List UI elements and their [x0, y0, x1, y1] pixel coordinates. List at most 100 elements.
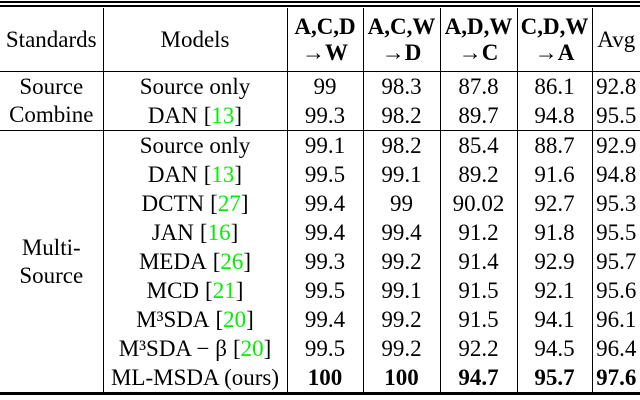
citation-link[interactable]: [21] [205, 278, 243, 303]
model-name-cell: M³SDA [20] [103, 305, 288, 334]
accuracy-cell: 99.4 [363, 218, 441, 247]
accuracy-cell: 98.2 [363, 101, 441, 131]
standards-label-line1: Source [19, 74, 84, 99]
accuracy-cell: 89.2 [440, 160, 518, 189]
model-name-cell: JAN [16] [103, 218, 288, 247]
accuracy-cell: 99.3 [287, 101, 364, 131]
accuracy-cell: 99.1 [287, 130, 364, 160]
accuracy-cell: 86.1 [517, 71, 593, 101]
model-name: Source only [139, 73, 251, 99]
avg-accuracy-cell: 97.6 [596, 364, 637, 390]
transfer-column-header-acw-d: A,C,W →D [363, 8, 441, 72]
citation-number[interactable]: 20 [240, 335, 264, 361]
citation-open-bracket: [ [215, 306, 224, 332]
citation-open-bracket: [ [232, 335, 241, 361]
model-name-cell: MEDA [26] [103, 247, 288, 276]
accuracy-cell: 91.8 [517, 218, 593, 247]
citation-link[interactable]: [13] [204, 162, 242, 187]
accuracy-cell: 99.4 [287, 189, 364, 218]
accuracy-cell: 98.3 [363, 71, 441, 101]
citation-open-bracket: [ [212, 248, 221, 274]
accuracy-cell: 99.2 [363, 305, 441, 334]
model-name-cell: MCD [21] [103, 276, 288, 305]
avg-accuracy-cell: 96.4 [596, 335, 637, 361]
citation-close-bracket: ] [234, 102, 243, 128]
accuracy-cell: 99.1 [363, 276, 441, 305]
accuracy-cell: 94.8 [517, 101, 593, 131]
model-name-cell: M³SDA − β [20] [103, 334, 288, 363]
citation-close-bracket: ] [235, 277, 244, 303]
table-row: MEDA [26] 99.3 99.2 91.4 92.9 95.7 [0, 247, 640, 276]
citation-link[interactable]: [20] [216, 307, 254, 332]
accuracy-cell: 92.1 [517, 276, 593, 305]
avg-accuracy-cell: 95.7 [596, 248, 637, 274]
table-body: Standards Models A,C,D →W A,C,W →D A,D,W… [0, 8, 640, 394]
citation-number[interactable]: 16 [207, 219, 231, 245]
standards-label-line2: Combine [9, 102, 94, 127]
citation-open-bracket: [ [199, 219, 208, 245]
citation-number[interactable]: 26 [220, 248, 244, 274]
citation-open-bracket: [ [210, 190, 218, 216]
accuracy-cell: 100 [287, 363, 364, 394]
citation-close-bracket: ] [230, 219, 239, 245]
standards-label-line1: Multi- [21, 234, 81, 260]
citation-link[interactable]: [16] [200, 220, 238, 245]
citation-link[interactable]: [26] [213, 249, 251, 274]
avg-accuracy-cell: 95.5 [592, 101, 640, 131]
avg-accuracy-cell: 92.8 [596, 73, 637, 99]
accuracy-cell: 95.7 [517, 363, 593, 394]
citation-number[interactable]: 13 [211, 102, 235, 128]
accuracy-cell: 91.5 [440, 305, 518, 334]
citation-close-bracket: ] [263, 335, 272, 361]
table-row: M³SDA − β [20] 99.5 99.2 92.2 94.5 96.4 [0, 334, 640, 363]
accuracy-cell: 99.5 [287, 160, 364, 189]
citation-open-bracket: [ [205, 277, 213, 303]
transfer-sources: C,D,W [520, 13, 589, 39]
citation-close-bracket: ] [243, 248, 252, 274]
citation-link[interactable]: [27] [210, 191, 248, 216]
standards-group-label: Multi- Source [0, 130, 104, 394]
transfer-sources: A,C,D [294, 13, 356, 39]
table-row: JAN [16] 99.4 99.4 91.2 91.8 95.5 [0, 218, 640, 247]
accuracy-cell: 94.1 [517, 305, 593, 334]
table-header-row: Standards Models A,C,D →W A,C,W →D A,D,W… [0, 8, 640, 72]
avg-column-header: Avg [592, 8, 640, 72]
accuracy-cell: 100 [363, 363, 441, 394]
accuracy-cell: 90.02 [440, 189, 518, 218]
model-name: M³SDA − β [118, 335, 227, 361]
model-name: ML-MSDA (ours) [110, 364, 280, 390]
transfer-column-header-adw-c: A,D,W →C [440, 8, 518, 72]
accuracy-cell: 92.2 [440, 334, 518, 363]
accuracy-cell: 99.3 [287, 247, 364, 276]
model-name: MEDA [138, 248, 207, 274]
transfer-column-header-cdw-a: C,D,W →A [517, 8, 593, 72]
models-column-header: Models [103, 8, 288, 72]
citation-link[interactable]: [20] [233, 336, 271, 361]
model-name: DAN [147, 161, 198, 187]
citation-close-bracket: ] [240, 190, 249, 216]
model-name: Source only [139, 132, 251, 158]
accuracy-cell: 99.2 [363, 247, 441, 276]
model-name: M³SDA [136, 306, 210, 332]
model-name-cell: Source only [103, 71, 288, 101]
model-name: DCTN [141, 190, 205, 216]
citation-open-bracket: [ [203, 102, 212, 128]
accuracy-cell: 85.4 [440, 130, 518, 160]
accuracy-cell: 91.5 [440, 276, 518, 305]
citation-number[interactable]: 27 [217, 190, 241, 216]
standards-group-label: Source Combine [0, 71, 104, 131]
model-name: DAN [147, 102, 198, 128]
citation-number[interactable]: 20 [223, 306, 247, 332]
accuracy-cell: 87.8 [440, 71, 518, 101]
avg-accuracy-cell: 96.1 [596, 306, 637, 332]
accuracy-cell: 99.2 [363, 334, 441, 363]
transfer-target: →C [458, 39, 499, 65]
model-name: JAN [151, 219, 194, 245]
citation-number[interactable]: 21 [212, 277, 236, 303]
table-row: Source Combine Source only 99 98.3 87.8 86.1 92… [0, 71, 640, 131]
citation-link[interactable]: [13] [204, 103, 242, 128]
citation-close-bracket: ] [246, 306, 254, 332]
table-top-double-rule [0, 1, 640, 7]
citation-number[interactable]: 13 [211, 161, 235, 187]
